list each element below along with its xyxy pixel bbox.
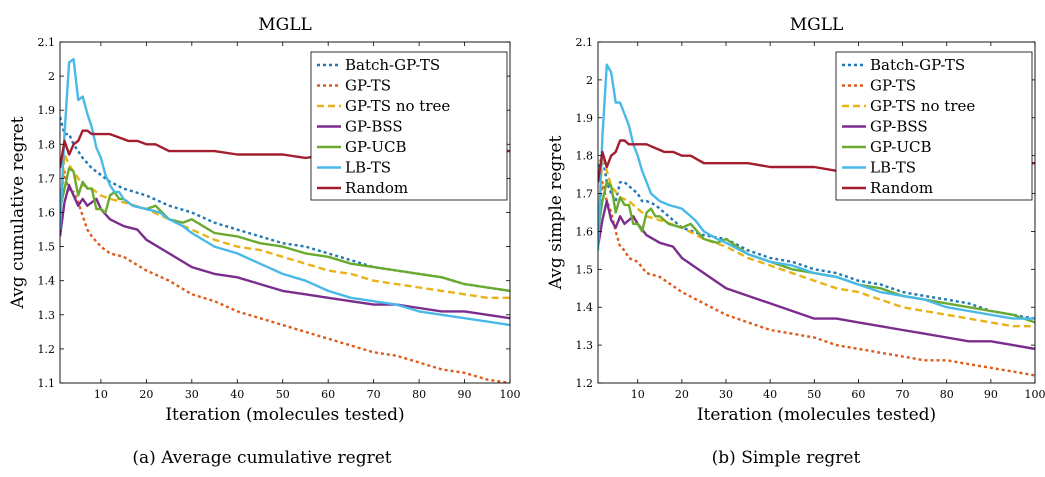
series-line-gp-bss xyxy=(60,183,510,320)
legend-label: Batch-GP-TS xyxy=(345,56,440,74)
plot-frame xyxy=(597,41,1036,384)
legend: Batch-GP-TS GP-TS GP-TS no tree GP-BSS GP-UC… xyxy=(310,51,508,201)
y-tick-label: 2.1 xyxy=(576,36,594,49)
chart-title: MGLL xyxy=(258,15,312,35)
y-tick-label: 1.3 xyxy=(38,309,56,322)
legend-label: LB-TS xyxy=(870,159,916,177)
series-line-gp-ts xyxy=(598,180,1035,377)
x-tick-label: 70 xyxy=(896,388,910,401)
x-tick-label: 80 xyxy=(940,388,954,401)
x-tick-label: 50 xyxy=(807,388,821,401)
y-tick-label: 1.5 xyxy=(576,263,594,276)
x-tick-label: 30 xyxy=(719,388,733,401)
series-line-lb-ts xyxy=(598,63,1035,320)
x-tick-label: 90 xyxy=(984,388,998,401)
x-axis-label: Iteration (molecules tested) xyxy=(697,405,936,425)
y-tick-label: 1.3 xyxy=(576,339,594,352)
legend-label: Random xyxy=(345,179,408,197)
chart-panel-cumulative-regret: 10 20 30 40 50 60 70 80 90 100 1.1 1.2 1.3 1.4 1.5 1.6 1… xyxy=(8,15,521,425)
legend-label: GP-BSS xyxy=(345,118,403,136)
y-tick-label: 1.1 xyxy=(38,377,56,390)
x-tick-label: 100 xyxy=(500,388,521,401)
chart-panel-simple-regret: 10 20 30 40 50 60 70 80 90 100 1.2 1.3 1.4 1.5 1.6 1.7 1… xyxy=(546,15,1045,425)
y-tick-label: 1.7 xyxy=(576,188,594,201)
y-axis-label: Avg simple regret xyxy=(546,136,566,291)
x-tick-label: 60 xyxy=(321,388,335,401)
x-tick-label: 70 xyxy=(367,388,381,401)
caption-b: (b) Simple regret xyxy=(712,448,861,468)
y-tick-label: 1.2 xyxy=(576,377,594,390)
x-axis-label: Iteration (molecules tested) xyxy=(165,405,404,425)
y-tick-label: 1.4 xyxy=(576,301,594,314)
legend-label: GP-UCB xyxy=(345,138,406,156)
series-line-batch-gp-ts xyxy=(60,116,510,293)
x-tick-label: 20 xyxy=(675,388,689,401)
caption-a: (a) Average cumulative regret xyxy=(132,448,391,468)
y-axis-label: Avg cumulative regret xyxy=(8,116,28,309)
series-line-batch-gp-ts xyxy=(598,154,1035,320)
series-line-gp-bss xyxy=(598,199,1035,351)
y-tick-label: 2 xyxy=(586,74,593,87)
y-tick-label: 1.2 xyxy=(38,343,56,356)
x-tick-label: 60 xyxy=(851,388,865,401)
x-tick-label: 30 xyxy=(185,388,199,401)
chart-title: MGLL xyxy=(790,15,844,35)
legend-label: GP-TS no tree xyxy=(345,97,450,115)
legend-label: GP-TS xyxy=(870,77,916,95)
legend-box xyxy=(835,51,1033,201)
y-tick-label: 1.8 xyxy=(38,138,56,151)
y-tick-label: 2 xyxy=(48,70,55,83)
x-tick-label: 10 xyxy=(94,388,108,401)
legend-label: GP-BSS xyxy=(870,118,928,136)
legend: Batch-GP-TS GP-TS GP-TS no tree GP-BSS GP-UC… xyxy=(835,51,1033,201)
legend-label: GP-UCB xyxy=(870,138,931,156)
y-tick-label: 1.7 xyxy=(38,172,56,185)
x-tick-label: 80 xyxy=(412,388,426,401)
x-tick-label: 50 xyxy=(276,388,290,401)
y-tick-label: 1.5 xyxy=(38,241,56,254)
legend-label: Batch-GP-TS xyxy=(870,56,965,74)
series-line-gp-ts xyxy=(60,170,510,383)
legend-label: GP-TS no tree xyxy=(870,97,975,115)
x-tick-label: 40 xyxy=(230,388,244,401)
y-tick-label: 2.1 xyxy=(38,36,56,49)
y-tick-label: 1.6 xyxy=(38,207,56,220)
series-line-gp-ucb xyxy=(60,166,510,293)
y-tick-label: 1.9 xyxy=(576,112,594,125)
x-tick-label: 100 xyxy=(1025,388,1045,401)
legend-label: Random xyxy=(870,179,933,197)
x-tick-label: 90 xyxy=(458,388,472,401)
y-tick-label: 1.6 xyxy=(576,225,594,238)
y-tick-label: 1.8 xyxy=(576,150,594,163)
y-tick-label: 1.4 xyxy=(38,275,56,288)
legend-box xyxy=(310,51,508,201)
y-tick-label: 1.9 xyxy=(38,104,56,117)
x-tick-label: 20 xyxy=(139,388,153,401)
series-line-lb-ts xyxy=(60,57,510,327)
x-tick-label: 40 xyxy=(763,388,777,401)
legend-label: LB-TS xyxy=(345,159,391,177)
x-tick-label: 10 xyxy=(631,388,645,401)
legend-label: GP-TS xyxy=(345,77,391,95)
